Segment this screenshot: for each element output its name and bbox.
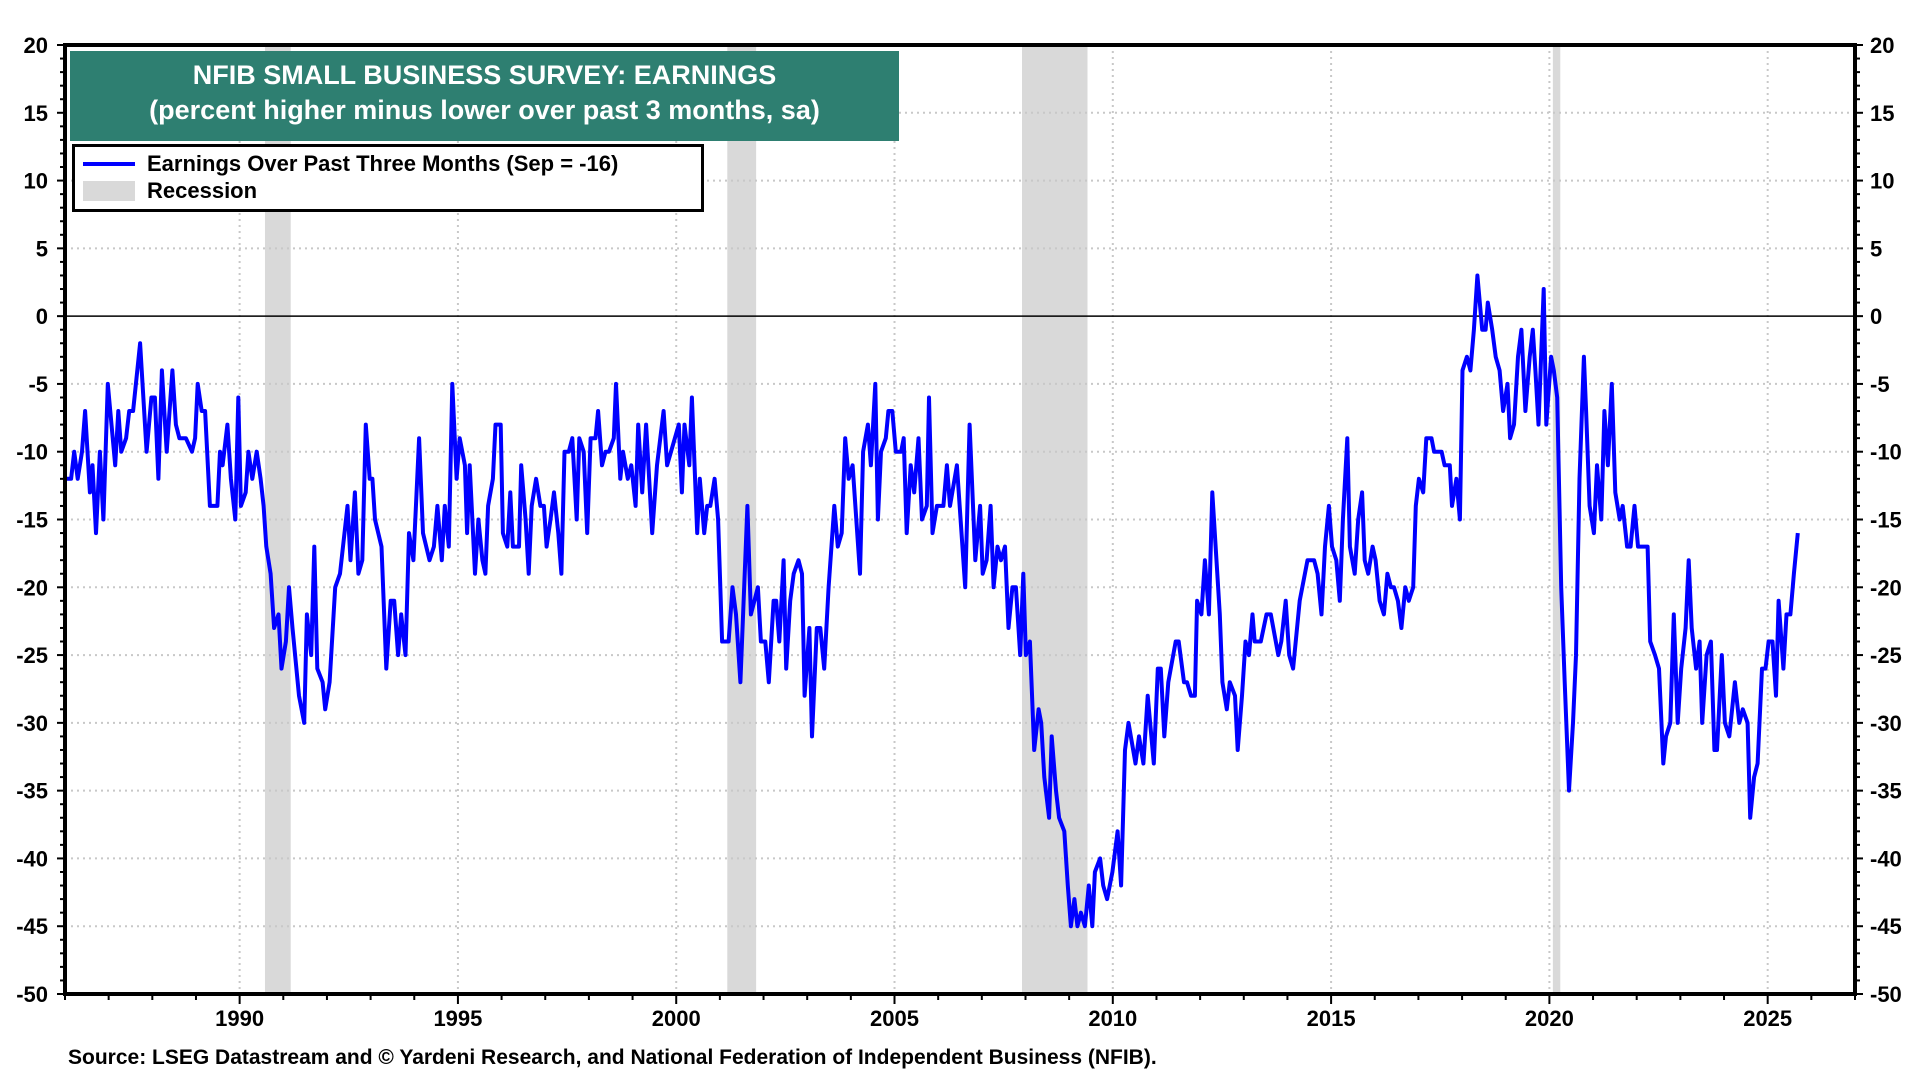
y-tick-label-left: 10 — [24, 169, 48, 194]
y-tick-label-left: -5 — [28, 372, 48, 397]
y-tick-label-left: -50 — [16, 982, 48, 1007]
y-tick-label-right: -20 — [1870, 575, 1902, 600]
x-tick-label: 2015 — [1307, 1006, 1356, 1031]
y-tick-label-right: -25 — [1870, 643, 1902, 668]
y-tick-label-left: 20 — [24, 33, 48, 58]
legend-label-recession: Recession — [147, 178, 258, 203]
y-tick-label-right: 15 — [1870, 101, 1894, 126]
legend-item-earnings: Earnings Over Past Three Months (Sep = -… — [83, 151, 618, 177]
y-tick-label-right: -35 — [1870, 779, 1902, 804]
legend-swatch-recession — [83, 181, 135, 201]
y-tick-label-left: -30 — [16, 711, 48, 736]
legend: Earnings Over Past Three Months (Sep = -… — [72, 144, 704, 212]
legend-item-recession: Recession — [83, 178, 257, 204]
y-tick-label-left: -10 — [16, 440, 48, 465]
y-tick-label-right: 20 — [1870, 33, 1894, 58]
x-tick-label: 1995 — [433, 1006, 482, 1031]
chart-title: NFIB SMALL BUSINESS SURVEY: EARNINGS — [192, 60, 777, 90]
chart-subtitle: (percent higher minus lower over past 3 … — [149, 95, 820, 125]
y-tick-label-left: 15 — [24, 101, 48, 126]
recession-band — [1552, 45, 1561, 994]
y-tick-label-right: -45 — [1870, 914, 1902, 939]
y-tick-label-left: 5 — [36, 236, 48, 261]
x-tick-label: 2010 — [1088, 1006, 1137, 1031]
chart-title-box: NFIB SMALL BUSINESS SURVEY: EARNINGS (pe… — [70, 51, 899, 141]
y-tick-label-right: -30 — [1870, 711, 1902, 736]
y-axis-right-labels: 20 15 10 5 0 -5 -10 -15 -20 -25 -30 -35 -40 -45 -50 — [1870, 33, 1902, 1007]
x-tick-label: 2025 — [1743, 1006, 1792, 1031]
legend-label-earnings: Earnings Over Past Three Months (Sep = -… — [147, 151, 619, 176]
x-tick-label: 1990 — [215, 1006, 264, 1031]
y-tick-label-left: -25 — [16, 643, 48, 668]
source-note: Source: LSEG Datastream and © Yardeni Re… — [68, 1046, 1157, 1069]
y-tick-label-right: -40 — [1870, 846, 1902, 871]
legend-swatch-line — [83, 162, 135, 166]
x-tick-label: 2020 — [1525, 1006, 1574, 1031]
y-tick-label-right: 10 — [1870, 169, 1894, 194]
y-tick-label-right: 0 — [1870, 304, 1882, 329]
y-tick-label-right: 5 — [1870, 236, 1882, 261]
y-tick-label-right: -5 — [1870, 372, 1890, 397]
axis-ticks — [57, 44, 1863, 1004]
y-axis-left-labels: 20 15 10 5 0 -5 -10 -15 -20 -25 -30 -35 -40 -45 -50 — [16, 33, 48, 1007]
y-tick-label-left: -20 — [16, 575, 48, 600]
y-tick-label-left: 0 — [36, 304, 48, 329]
x-tick-label: 2005 — [870, 1006, 919, 1031]
y-tick-label-left: -15 — [16, 508, 48, 533]
y-tick-label-left: -35 — [16, 779, 48, 804]
y-tick-label-left: -40 — [16, 846, 48, 871]
y-tick-label-right: -15 — [1870, 508, 1902, 533]
y-tick-label-left: -45 — [16, 914, 48, 939]
x-axis-labels: 1990 1995 2000 2005 2010 2015 2020 2025 — [215, 1006, 1792, 1031]
y-tick-label-right: -50 — [1870, 982, 1902, 1007]
x-tick-label: 2000 — [652, 1006, 701, 1031]
y-tick-label-right: -10 — [1870, 440, 1902, 465]
series-line-earnings — [65, 273, 1800, 929]
